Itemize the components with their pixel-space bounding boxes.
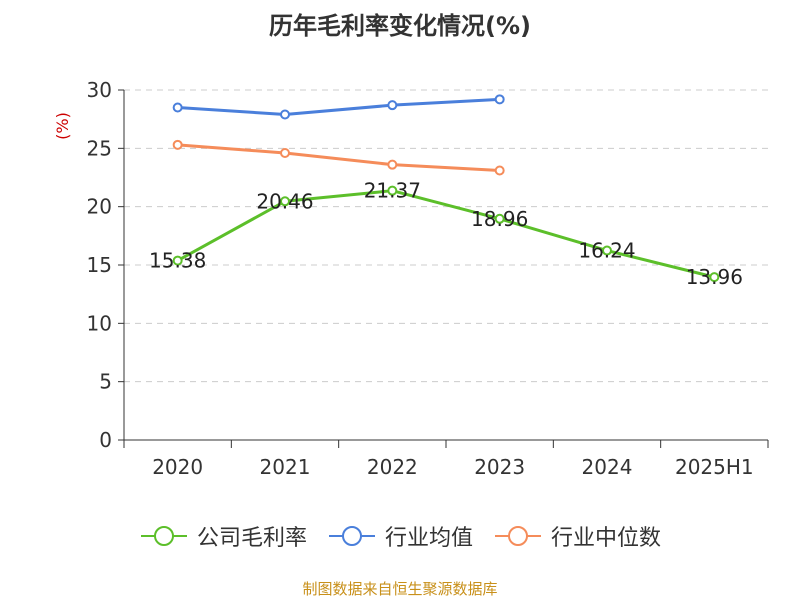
data-point-1 — [494, 94, 505, 105]
series-line-1 — [177, 97, 500, 116]
x-tick-label: 2020 — [152, 455, 203, 479]
data-point-2 — [280, 148, 290, 158]
y-tick-label: 5 — [99, 370, 112, 394]
legend-item-industry-median[interactable]: 行业中位数 — [493, 520, 661, 552]
y-tick-label: 30 — [87, 78, 112, 102]
x-tick-label: 2022 — [367, 455, 418, 479]
chart-title: 历年毛利率变化情况(%) — [269, 12, 531, 40]
data-point-0 — [387, 185, 398, 196]
legend-industry-mean-icon — [328, 526, 375, 546]
legend-company-icon — [140, 526, 187, 546]
legend-label-company: 公司毛利率 — [196, 526, 307, 551]
y-tick-label: 0 — [99, 428, 112, 452]
y-axis-label: (%) — [53, 112, 72, 140]
data-label: 16.24 — [578, 239, 635, 263]
data-point-0 — [709, 272, 720, 283]
data-label: 20.46 — [256, 189, 313, 213]
x-tick-label: 2023 — [474, 455, 525, 479]
data-label: 21.37 — [364, 179, 421, 203]
legend-item-industry-mean[interactable]: 行业均值 — [327, 520, 473, 552]
line-chart: 0 5 10 15 20 25 30 (%) 2020 2021 2022 2023 2024 2025H… — [53, 78, 769, 479]
legend: 公司毛利率 行业均值 行业中位数 — [0, 520, 800, 552]
x-tick-label: 2021 — [260, 455, 311, 479]
y-tick-label: 10 — [87, 311, 112, 335]
data-point-1 — [172, 102, 183, 113]
data-label: 18.96 — [471, 207, 528, 231]
data-label: 13.96 — [686, 265, 743, 289]
data-point-2 — [172, 139, 183, 150]
data-point-2 — [387, 159, 398, 170]
data-label: 15.38 — [149, 249, 206, 273]
x-tick-label: 2025H1 — [675, 455, 754, 479]
legend-industry-median-icon — [495, 526, 541, 546]
data-point-2 — [494, 165, 505, 176]
y-tick-label: 15 — [87, 253, 112, 277]
legend-label-industry-median: 行业中位数 — [551, 526, 662, 551]
data-point-0 — [494, 213, 505, 224]
series-line-0 — [176, 189, 715, 279]
y-tick-label: 20 — [87, 195, 112, 219]
y-tick-label: 25 — [87, 136, 112, 160]
data-point-0 — [172, 255, 183, 266]
data-point-0 — [280, 196, 290, 207]
data-point-1 — [280, 109, 290, 120]
data-source-note: 制图数据来自恒生聚源数据库 — [302, 580, 498, 598]
data-point-0 — [602, 245, 612, 256]
legend-item-company[interactable]: 公司毛利率 — [139, 520, 307, 552]
data-point-1 — [387, 100, 398, 111]
legend-label-industry-mean: 行业均值 — [384, 526, 473, 551]
x-tick-label: 2024 — [582, 455, 633, 479]
series-line-2 — [177, 143, 500, 172]
